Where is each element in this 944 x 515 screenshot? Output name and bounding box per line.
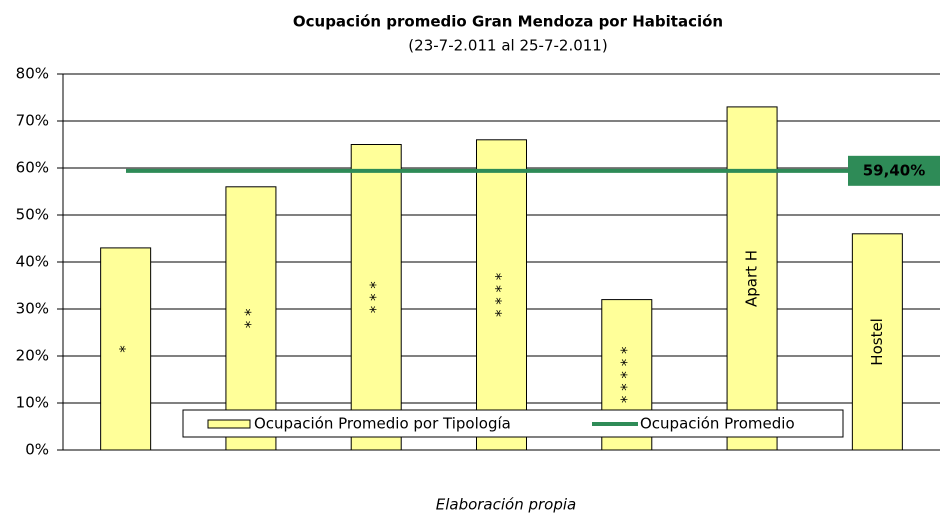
legend-label: Ocupación Promedio por Tipología xyxy=(254,415,511,433)
bar-label: Apart H xyxy=(743,250,761,307)
bar-label: * * * * * xyxy=(617,346,635,403)
bar xyxy=(100,247,152,451)
legend-swatch xyxy=(207,419,251,429)
y-tick-label: 0% xyxy=(25,441,49,459)
y-tick-label: 50% xyxy=(16,206,49,224)
y-tick-label: 10% xyxy=(16,394,49,412)
bar-label: * * xyxy=(241,308,259,328)
chart-title: Ocupación promedio Gran Mendoza por Habi… xyxy=(293,13,723,31)
legend-box xyxy=(182,409,844,438)
bar-label: Hostel xyxy=(868,318,886,366)
y-tick-label: 40% xyxy=(16,253,49,271)
source-note: Elaboración propia xyxy=(436,496,577,514)
legend-label: Ocupación Promedio xyxy=(640,415,795,433)
chart-subtitle: (23-7-2.011 al 25-7-2.011) xyxy=(408,37,607,55)
average-label-bg xyxy=(848,155,940,186)
bar-label: * * * * xyxy=(492,272,510,317)
bar-label: * * * xyxy=(367,281,385,314)
y-tick-label: 60% xyxy=(16,159,49,177)
bar xyxy=(476,139,527,451)
y-tick-label: 20% xyxy=(16,347,49,365)
bar xyxy=(726,106,778,451)
y-tick-label: 80% xyxy=(16,65,49,83)
average-label: 59,40% xyxy=(863,161,925,179)
bar xyxy=(851,233,903,451)
y-tick-label: 30% xyxy=(16,300,49,318)
bar-label: * xyxy=(116,345,134,353)
bar xyxy=(225,186,277,451)
bar xyxy=(350,144,402,451)
y-tick-label: 70% xyxy=(16,112,49,130)
